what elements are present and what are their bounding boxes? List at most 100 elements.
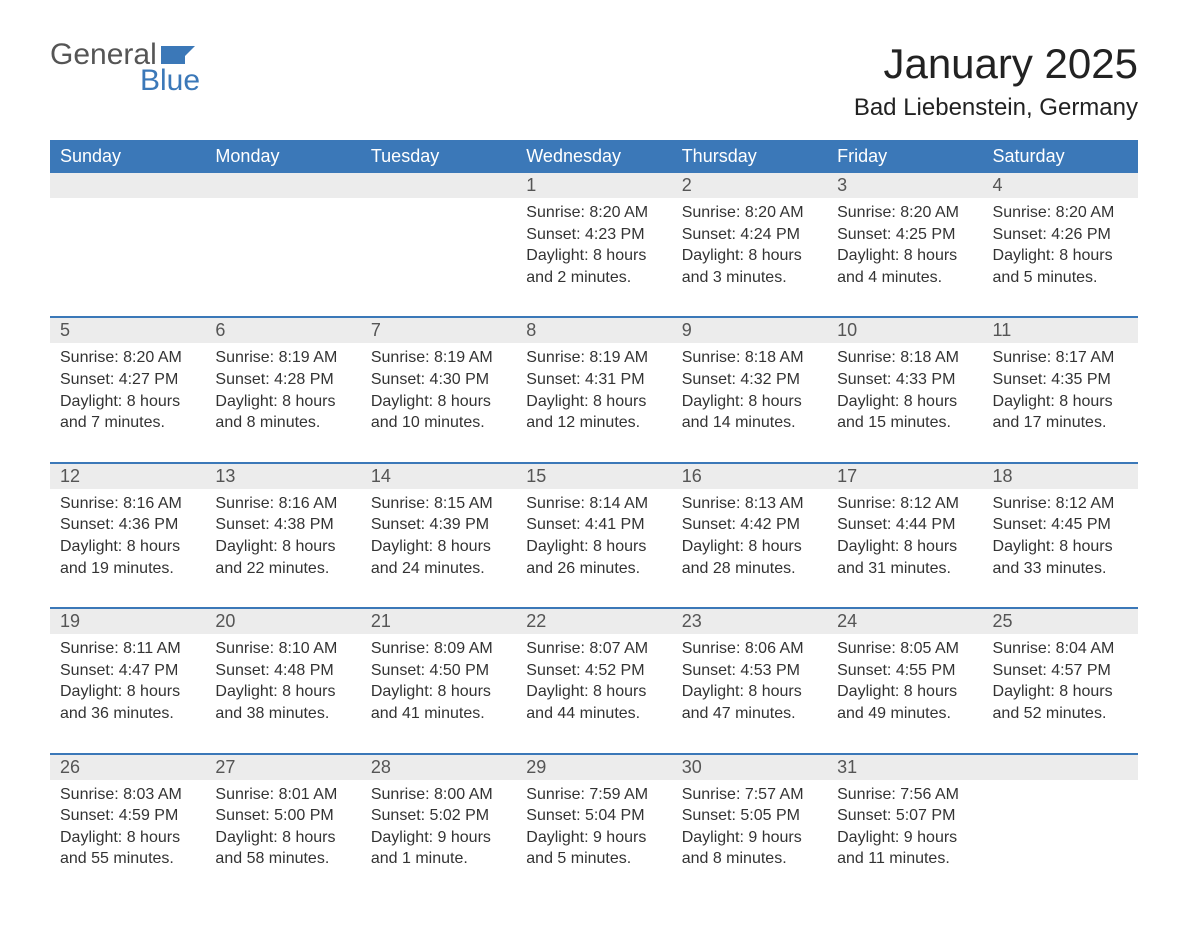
day-number-cell: 26	[50, 754, 205, 780]
daylight-text-2: and 8 minutes.	[215, 412, 350, 434]
daylight-text-2: and 55 minutes.	[60, 848, 195, 870]
day-data-cell: Sunrise: 8:18 AMSunset: 4:33 PMDaylight:…	[827, 343, 982, 462]
daylight-text-1: Daylight: 9 hours	[837, 827, 972, 849]
sunrise-text: Sunrise: 8:18 AM	[837, 347, 972, 369]
sunrise-text: Sunrise: 7:57 AM	[682, 784, 817, 806]
sunset-text: Sunset: 4:52 PM	[526, 660, 661, 682]
sunrise-text: Sunrise: 7:56 AM	[837, 784, 972, 806]
sunrise-text: Sunrise: 8:10 AM	[215, 638, 350, 660]
sunset-text: Sunset: 4:35 PM	[993, 369, 1128, 391]
daylight-text-1: Daylight: 8 hours	[526, 681, 661, 703]
daylight-text-1: Daylight: 8 hours	[526, 391, 661, 413]
day-data-cell: Sunrise: 7:56 AMSunset: 5:07 PMDaylight:…	[827, 780, 982, 898]
day-data-cell: Sunrise: 8:19 AMSunset: 4:31 PMDaylight:…	[516, 343, 671, 462]
daylight-text-2: and 14 minutes.	[682, 412, 817, 434]
col-friday: Friday	[827, 140, 982, 173]
col-tuesday: Tuesday	[361, 140, 516, 173]
day-number-cell: 11	[983, 317, 1138, 343]
day-data-cell: Sunrise: 8:17 AMSunset: 4:35 PMDaylight:…	[983, 343, 1138, 462]
sunset-text: Sunset: 5:02 PM	[371, 805, 506, 827]
daylight-text-2: and 47 minutes.	[682, 703, 817, 725]
daylight-text-2: and 4 minutes.	[837, 267, 972, 289]
day-number-cell: 8	[516, 317, 671, 343]
day-data-cell	[205, 198, 360, 317]
sunset-text: Sunset: 4:27 PM	[60, 369, 195, 391]
day-data-cell: Sunrise: 8:16 AMSunset: 4:36 PMDaylight:…	[50, 489, 205, 608]
daylight-text-2: and 33 minutes.	[993, 558, 1128, 580]
sunset-text: Sunset: 4:23 PM	[526, 224, 661, 246]
sunset-text: Sunset: 4:31 PM	[526, 369, 661, 391]
day-data-cell: Sunrise: 8:20 AMSunset: 4:24 PMDaylight:…	[672, 198, 827, 317]
title-block: January 2025 Bad Liebenstein, Germany	[854, 40, 1138, 122]
day-data-row: Sunrise: 8:03 AMSunset: 4:59 PM Daylight:…	[50, 780, 1138, 898]
day-data-cell: Sunrise: 8:20 AMSunset: 4:26 PMDaylight:…	[983, 198, 1138, 317]
sunset-text: Sunset: 4:39 PM	[371, 514, 506, 536]
sunrise-text: Sunrise: 8:16 AM	[60, 493, 195, 515]
daylight-text-1: Daylight: 8 hours	[60, 681, 195, 703]
sunset-text: Sunset: 5:00 PM	[215, 805, 350, 827]
col-thursday: Thursday	[672, 140, 827, 173]
sunset-text: Sunset: 4:55 PM	[837, 660, 972, 682]
sunrise-text: Sunrise: 8:13 AM	[682, 493, 817, 515]
logo: General Blue	[50, 40, 200, 96]
day-number-cell: 18	[983, 463, 1138, 489]
sunset-text: Sunset: 4:50 PM	[371, 660, 506, 682]
sunrise-text: Sunrise: 8:03 AM	[60, 784, 195, 806]
sunset-text: Sunset: 4:57 PM	[993, 660, 1128, 682]
daylight-text-1: Daylight: 9 hours	[526, 827, 661, 849]
day-data-cell: Sunrise: 8:18 AMSunset: 4:32 PMDaylight:…	[672, 343, 827, 462]
day-data-cell	[50, 198, 205, 317]
day-number-cell: 9	[672, 317, 827, 343]
daylight-text-1: Daylight: 8 hours	[371, 681, 506, 703]
day-data-cell: Sunrise: 8:13 AMSunset: 4:42 PMDaylight:…	[672, 489, 827, 608]
daylight-text-2: and 8 minutes.	[682, 848, 817, 870]
day-number-cell: 31	[827, 754, 982, 780]
col-wednesday: Wednesday	[516, 140, 671, 173]
day-number-row: 19202122232425	[50, 608, 1138, 634]
daylight-text-1: Daylight: 8 hours	[993, 245, 1128, 267]
day-data-cell: Sunrise: 7:57 AMSunset: 5:05 PMDaylight:…	[672, 780, 827, 898]
sunrise-text: Sunrise: 8:20 AM	[837, 202, 972, 224]
sunset-text: Sunset: 4:38 PM	[215, 514, 350, 536]
sunset-text: Sunset: 4:26 PM	[993, 224, 1128, 246]
sunrise-text: Sunrise: 8:01 AM	[215, 784, 350, 806]
day-number-cell: 28	[361, 754, 516, 780]
col-saturday: Saturday	[983, 140, 1138, 173]
day-data-cell: Sunrise: 8:11 AMSunset: 4:47 PMDaylight:…	[50, 634, 205, 753]
day-data-cell: Sunrise: 8:20 AMSunset: 4:23 PMDaylight:…	[516, 198, 671, 317]
day-number-cell: 25	[983, 608, 1138, 634]
day-data-cell: Sunrise: 8:12 AMSunset: 4:45 PMDaylight:…	[983, 489, 1138, 608]
col-sunday: Sunday	[50, 140, 205, 173]
day-number-cell: 2	[672, 173, 827, 198]
daylight-text-1: Daylight: 8 hours	[837, 536, 972, 558]
daylight-text-1: Daylight: 8 hours	[60, 536, 195, 558]
day-number-cell	[983, 754, 1138, 780]
daylight-text-2: and 41 minutes.	[371, 703, 506, 725]
page-header: General Blue January 2025 Bad Liebenstei…	[50, 40, 1138, 122]
day-data-cell: Sunrise: 8:04 AMSunset: 4:57 PMDaylight:…	[983, 634, 1138, 753]
page-title: January 2025	[854, 40, 1138, 88]
daylight-text-1: Daylight: 8 hours	[682, 391, 817, 413]
sunrise-text: Sunrise: 8:12 AM	[993, 493, 1128, 515]
daylight-text-1: Daylight: 8 hours	[371, 391, 506, 413]
day-data-cell: Sunrise: 8:19 AMSunset: 4:30 PMDaylight:…	[361, 343, 516, 462]
daylight-text-2: and 22 minutes.	[215, 558, 350, 580]
day-data-cell: Sunrise: 8:20 AMSunset: 4:27 PMDaylight:…	[50, 343, 205, 462]
sunrise-text: Sunrise: 8:05 AM	[837, 638, 972, 660]
day-data-cell: Sunrise: 8:05 AMSunset: 4:55 PMDaylight:…	[827, 634, 982, 753]
day-number-cell: 13	[205, 463, 360, 489]
day-data-cell: Sunrise: 8:14 AMSunset: 4:41 PMDaylight:…	[516, 489, 671, 608]
sunset-text: Sunset: 4:47 PM	[60, 660, 195, 682]
day-number-row: 12131415161718	[50, 463, 1138, 489]
daylight-text-1: Daylight: 8 hours	[215, 536, 350, 558]
day-number-cell: 4	[983, 173, 1138, 198]
daylight-text-2: and 17 minutes.	[993, 412, 1128, 434]
daylight-text-1: Daylight: 8 hours	[837, 245, 972, 267]
day-number-cell: 29	[516, 754, 671, 780]
day-data-row: Sunrise: 8:11 AMSunset: 4:47 PMDaylight:…	[50, 634, 1138, 753]
day-data-cell: Sunrise: 8:03 AMSunset: 4:59 PMDaylight:…	[50, 780, 205, 898]
calendar-body: 1234 Sunrise: 8:20 AMSunset: 4:23 PMDayl…	[50, 173, 1138, 898]
sunset-text: Sunset: 4:48 PM	[215, 660, 350, 682]
sunrise-text: Sunrise: 8:20 AM	[993, 202, 1128, 224]
sunset-text: Sunset: 4:59 PM	[60, 805, 195, 827]
